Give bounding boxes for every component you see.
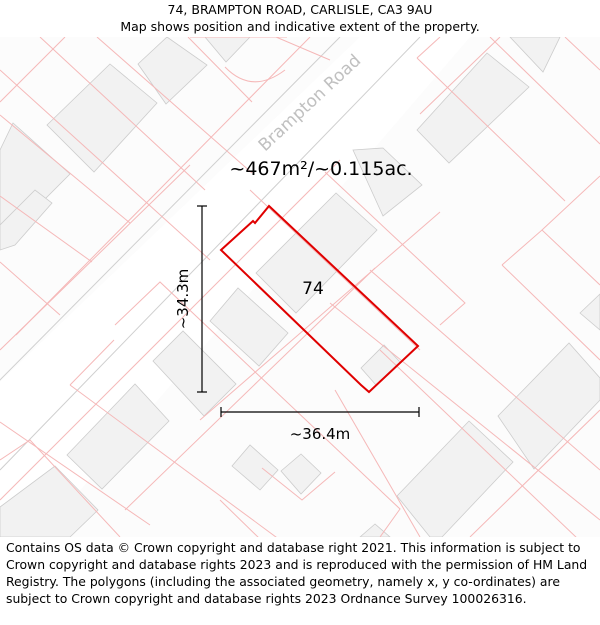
building [0, 465, 99, 537]
map-header: 74, BRAMPTON ROAD, CARLISLE, CA3 9AU Map… [0, 0, 600, 38]
plot-number: 74 [302, 279, 324, 299]
building [396, 420, 514, 537]
area-label: ~467m²/~0.115ac. [229, 158, 412, 180]
building [416, 52, 530, 164]
building [0, 122, 71, 231]
map-subtitle: Map shows position and indicative extent… [120, 19, 480, 34]
building [152, 330, 237, 417]
building [352, 147, 423, 217]
property-map[interactable]: Brampton Road ~467m²/~0.115ac. 74 ~34.3m… [0, 37, 600, 537]
width-measure-line [220, 407, 420, 417]
building [359, 523, 391, 537]
building [66, 383, 170, 490]
parcel-boundaries [0, 37, 600, 537]
building [0, 189, 53, 251]
building [209, 287, 289, 367]
building [579, 293, 600, 331]
property-address-title: 74, BRAMPTON ROAD, CARLISLE, CA3 9AU [167, 2, 433, 17]
building [46, 63, 158, 173]
road-edge-north [0, 37, 341, 381]
building [137, 37, 208, 105]
building [231, 444, 279, 491]
property-boundary[interactable] [219, 204, 420, 394]
building [280, 453, 322, 495]
buildings [0, 37, 600, 537]
height-measure-line [197, 205, 207, 393]
building [497, 342, 600, 470]
road-edge-south [0, 37, 421, 471]
copyright-notice: Contains OS data © Crown copyright and d… [6, 540, 588, 606]
building [509, 37, 561, 73]
building [204, 37, 251, 63]
height-measure-label: ~34.3m [174, 269, 192, 330]
width-measure-label: ~36.4m [290, 425, 351, 443]
